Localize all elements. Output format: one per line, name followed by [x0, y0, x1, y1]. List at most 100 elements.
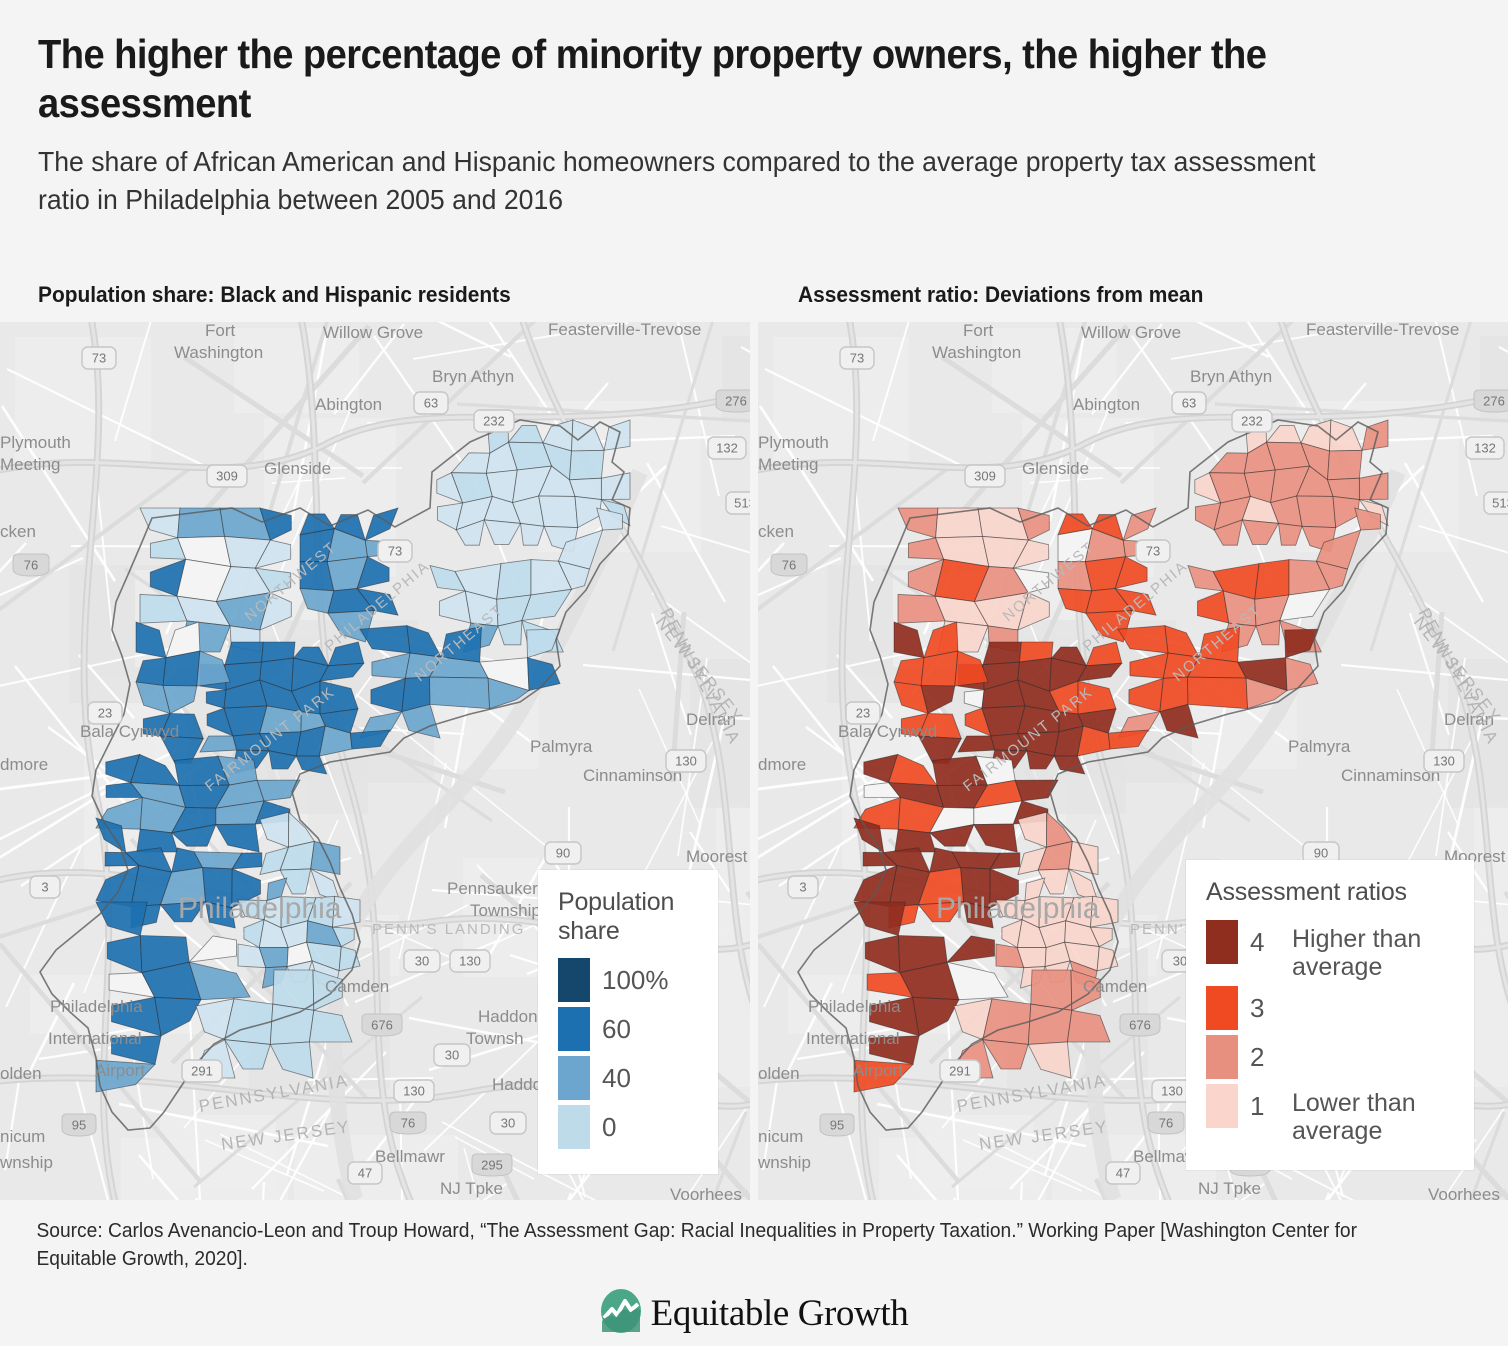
svg-text:76: 76 [24, 558, 38, 573]
svg-text:PENN'S LANDING: PENN'S LANDING [372, 921, 525, 938]
svg-text:132: 132 [1474, 441, 1496, 456]
svg-text:73: 73 [388, 544, 402, 559]
svg-text:nicum: nicum [758, 1127, 803, 1146]
svg-text:232: 232 [483, 414, 505, 429]
svg-text:Moorest: Moorest [686, 847, 748, 866]
svg-text:Camden: Camden [325, 977, 389, 996]
legend-description: Higher than average [1292, 924, 1422, 981]
map-svg-assessment: Fort Washington Willow Grove Feasterville-T… [758, 322, 1508, 1200]
legend-description: Lower than average [1292, 1088, 1416, 1145]
svg-text:295: 295 [481, 1158, 503, 1173]
svg-text:Feasterville-Trevose: Feasterville-Trevose [1306, 322, 1459, 339]
svg-text:Townsh: Townsh [466, 1029, 524, 1048]
svg-text:wnship: wnship [0, 1153, 53, 1172]
legend-row: 0 [558, 1105, 696, 1149]
svg-text:olden: olden [758, 1064, 800, 1083]
svg-text:Abington: Abington [315, 395, 382, 414]
svg-text:309: 309 [974, 469, 996, 484]
svg-text:130: 130 [459, 954, 481, 969]
svg-text:Glenside: Glenside [1022, 459, 1089, 478]
svg-text:291: 291 [191, 1064, 213, 1079]
legend-row: 60 [558, 1007, 696, 1051]
svg-text:Airport: Airport [95, 1061, 145, 1080]
legend-row: 3 [1206, 985, 1452, 1030]
brand-name: Equitable Growth [650, 1292, 909, 1334]
svg-text:Palmyra: Palmyra [530, 737, 593, 756]
source-note: Source: Carlos Avenancio-Leon and Troup … [36, 1220, 1357, 1271]
svg-text:513: 513 [734, 496, 750, 511]
svg-text:95: 95 [72, 1118, 86, 1133]
svg-text:International: International [806, 1029, 900, 1048]
legend-value: 100% [602, 965, 669, 995]
svg-text:Delran: Delran [1444, 710, 1494, 729]
svg-text:47: 47 [1116, 1166, 1130, 1181]
legend-row: 4 Higher than average [1206, 919, 1452, 981]
legend-swatch [1206, 985, 1238, 1030]
svg-text:23: 23 [856, 706, 870, 721]
legend-population-share: Population share 100% 60 40 0 [538, 870, 718, 1174]
svg-text:Voorhees: Voorhees [670, 1185, 742, 1200]
svg-text:676: 676 [1129, 1018, 1151, 1033]
svg-text:International: International [48, 1029, 142, 1048]
svg-text:73: 73 [1146, 544, 1160, 559]
map-population-share[interactable]: Fort Washington Willow Grove Feasterville-T… [0, 322, 750, 1200]
svg-text:Feasterville-Trevose: Feasterville-Trevose [548, 322, 701, 339]
svg-text:73: 73 [850, 351, 864, 366]
svg-text:Township: Township [470, 901, 541, 920]
svg-text:Delran: Delran [686, 710, 736, 729]
svg-text:276: 276 [1483, 394, 1505, 409]
svg-text:Cinnaminson: Cinnaminson [583, 766, 682, 785]
svg-text:232: 232 [1241, 414, 1263, 429]
svg-text:Fort: Fort [205, 322, 236, 340]
legend-swatch [558, 1105, 590, 1149]
svg-text:Philadelphia: Philadelphia [178, 892, 342, 925]
svg-text:276: 276 [725, 394, 747, 409]
svg-text:Cinnaminson: Cinnaminson [1341, 766, 1440, 785]
svg-text:30: 30 [501, 1116, 515, 1131]
svg-text:cken: cken [0, 522, 36, 541]
svg-text:Willow Grove: Willow Grove [1081, 323, 1181, 342]
legend-row: 2 [1206, 1034, 1452, 1079]
svg-text:Washington: Washington [174, 343, 263, 362]
svg-text:Plymouth: Plymouth [0, 433, 71, 452]
svg-text:Palmyra: Palmyra [1288, 737, 1351, 756]
page-title: The higher the percentage of minority pr… [38, 31, 1267, 127]
legend-value: 2 [1250, 1041, 1265, 1072]
svg-text:Abington: Abington [1073, 395, 1140, 414]
svg-text:Bellmawr: Bellmawr [1133, 1147, 1203, 1166]
svg-text:309: 309 [216, 469, 238, 484]
svg-text:Philadelphia: Philadelphia [50, 997, 143, 1016]
svg-text:130: 130 [403, 1084, 425, 1099]
svg-text:dmore: dmore [0, 755, 48, 774]
svg-text:95: 95 [830, 1118, 844, 1133]
svg-text:Airport: Airport [853, 1061, 903, 1080]
svg-text:Willow Grove: Willow Grove [323, 323, 423, 342]
svg-text:90: 90 [556, 846, 570, 861]
legend-swatch [558, 958, 590, 1002]
legend-value: 0 [602, 1112, 617, 1142]
svg-text:NJ Tpke: NJ Tpke [440, 1179, 503, 1198]
map-svg-population: Fort Washington Willow Grove Feasterville-T… [0, 322, 750, 1200]
svg-text:76: 76 [1159, 1116, 1173, 1131]
map-assessment-ratio[interactable]: Fort Washington Willow Grove Feasterville-T… [758, 322, 1508, 1200]
svg-text:3: 3 [41, 880, 48, 895]
svg-text:30: 30 [445, 1048, 459, 1063]
legend-value: 3 [1250, 992, 1265, 1023]
legend-value: 1 [1250, 1090, 1265, 1121]
svg-text:Glenside: Glenside [264, 459, 331, 478]
maps-row: Fort Washington Willow Grove Feasterville-T… [0, 322, 1508, 1200]
svg-text:olden: olden [0, 1064, 42, 1083]
legend-title: Population share [558, 888, 675, 945]
svg-text:76: 76 [782, 558, 796, 573]
legend-assessment-ratios: Assessment ratios 4 Higher than average … [1186, 860, 1474, 1170]
svg-text:cken: cken [758, 522, 794, 541]
svg-text:Philadelphia: Philadelphia [808, 997, 901, 1016]
svg-text:Meeting: Meeting [0, 455, 60, 474]
panel-title-left: Population share: Black and Hispanic res… [38, 282, 511, 307]
header: The higher the percentage of minority pr… [0, 0, 1508, 218]
svg-text:Plymouth: Plymouth [758, 433, 829, 452]
svg-text:Washington: Washington [932, 343, 1021, 362]
svg-text:73: 73 [92, 351, 106, 366]
brand-logo: Equitable Growth [0, 1288, 1508, 1339]
